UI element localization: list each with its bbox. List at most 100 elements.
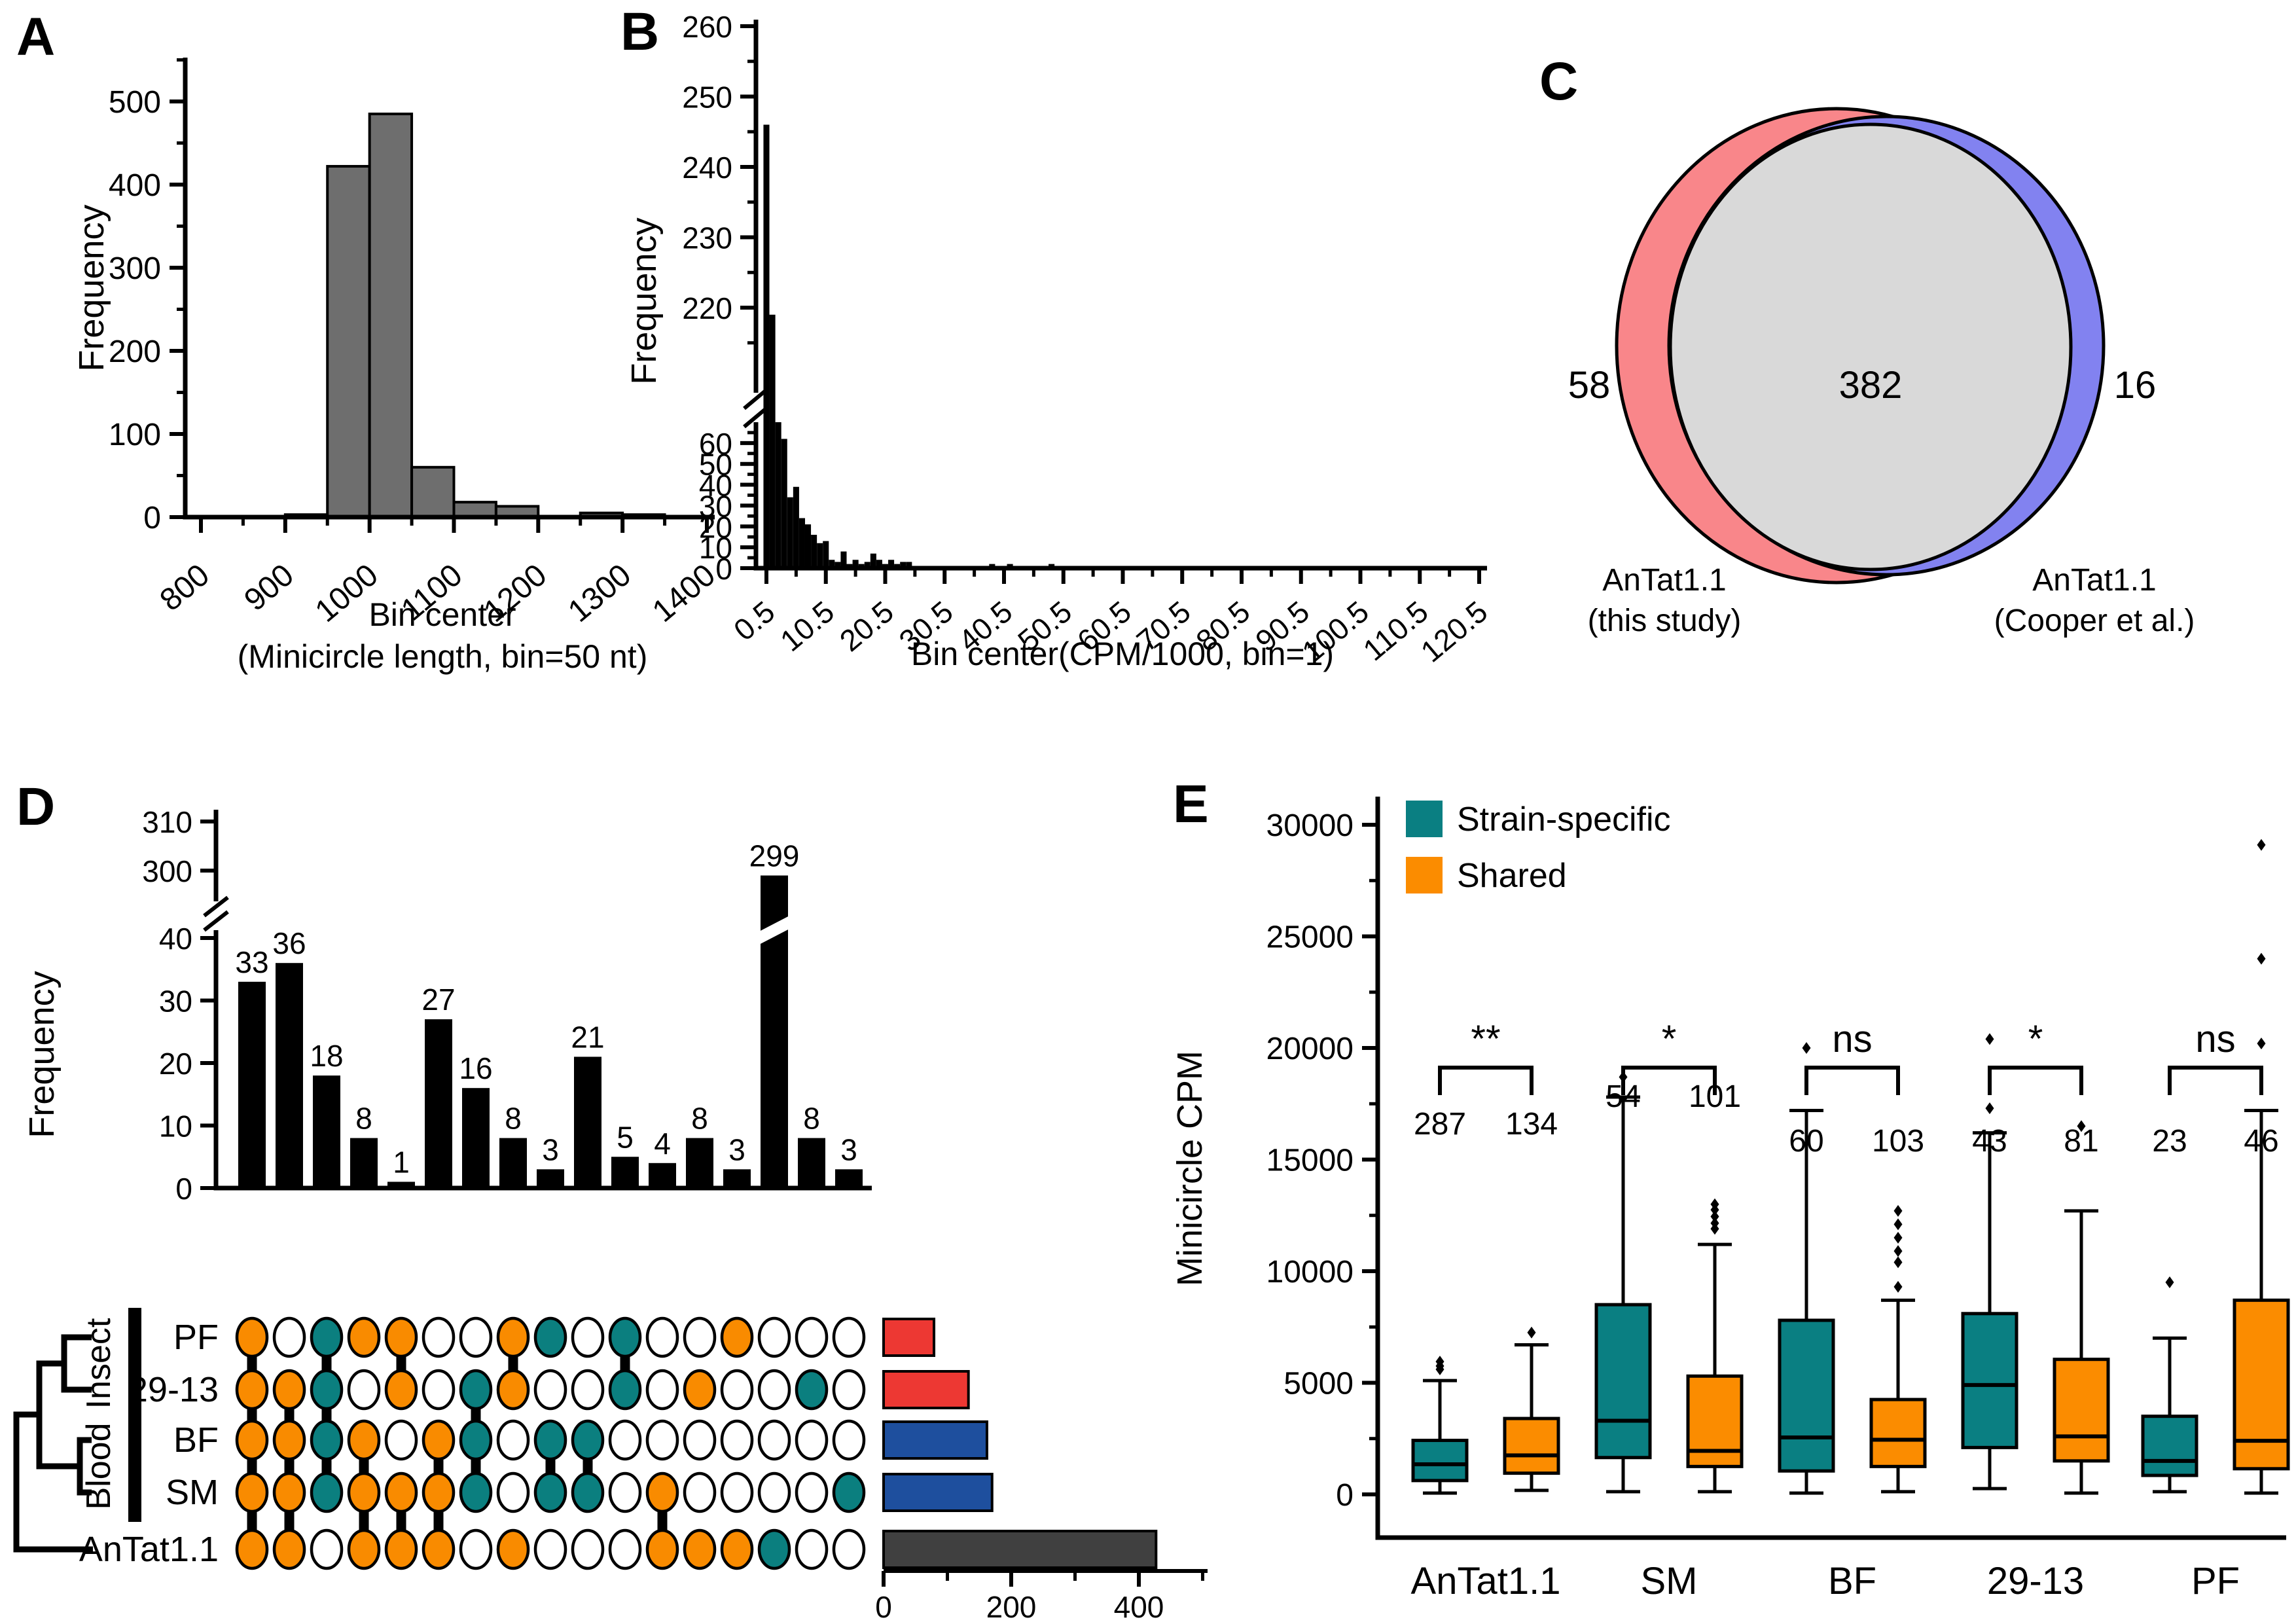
venn-right-label: AnTat1.1 xyxy=(2032,563,2156,598)
matrix-dot xyxy=(496,1528,530,1570)
x-axis-title: (Minicircle length, bin=50 nt) xyxy=(238,638,648,675)
histogram-bar xyxy=(906,562,912,568)
count-label-strain-specific: 23 xyxy=(2152,1124,2187,1159)
matrix-dot xyxy=(795,1471,829,1513)
y-tick-label: 5000 xyxy=(1283,1367,1354,1401)
matrix-dot xyxy=(720,1471,754,1513)
intersection-count-label: 36 xyxy=(272,926,306,960)
intersection-count-label: 21 xyxy=(571,1020,604,1054)
significance-bracket xyxy=(1804,1066,1900,1095)
matrix-dot xyxy=(571,1316,605,1358)
histogram-bar xyxy=(864,562,870,568)
histogram-bar xyxy=(804,524,812,568)
matrix-dot xyxy=(347,1316,381,1358)
histogram-bar xyxy=(840,551,847,568)
significance-label: ** xyxy=(1471,1018,1500,1060)
venn-right-label: (Cooper et al.) xyxy=(1994,604,2195,638)
count-label-shared: 134 xyxy=(1505,1107,1558,1142)
matrix-dot xyxy=(645,1419,679,1461)
matrix-dot xyxy=(720,1316,754,1358)
histogram-bar xyxy=(775,422,781,568)
count-label-strain-specific: 287 xyxy=(1414,1107,1466,1142)
panel-b-letter: B xyxy=(620,2,660,62)
significance-bracket xyxy=(2168,1066,2263,1095)
y-tick-label: 100 xyxy=(109,418,161,452)
histogram-bar xyxy=(763,124,770,568)
intersection-count-label: 3 xyxy=(840,1132,857,1166)
count-label-shared: 81 xyxy=(2064,1124,2098,1159)
panel-d-letter: D xyxy=(16,777,56,837)
matrix-dot xyxy=(310,1369,344,1411)
intersection-count-label: 3 xyxy=(542,1132,559,1166)
intersection-count-label: 299 xyxy=(749,839,800,873)
histogram-bar xyxy=(829,560,835,568)
histogram-bar xyxy=(793,486,799,568)
significance-label: ns xyxy=(2195,1018,2235,1060)
matrix-dot xyxy=(422,1316,456,1358)
matrix-dot xyxy=(272,1369,306,1411)
axis-break-slash xyxy=(743,405,769,429)
intersection-bar xyxy=(499,1138,527,1188)
matrix-dot xyxy=(757,1316,791,1358)
y-tick-label: 50 xyxy=(699,448,732,482)
outlier-diamond xyxy=(1985,1102,1994,1115)
x-tick-label: 800 xyxy=(154,558,216,618)
category-label: 29-13 xyxy=(1987,1560,2084,1602)
intersection-count-label: 8 xyxy=(355,1102,372,1136)
panel-e-boxplot: 0 5000 10000 15000 20000 25000 30000 Minicircle… xyxy=(1170,797,2290,1602)
y-tick-label: 0 xyxy=(143,501,161,535)
outlier-diamond xyxy=(1710,1198,1719,1210)
matrix-dot xyxy=(608,1316,642,1358)
panel-b-cpm-histogram: 22023024025026001020304050600.510.520.53… xyxy=(624,10,1494,672)
matrix-dot xyxy=(310,1528,344,1570)
outlier-diamond xyxy=(1710,1210,1719,1223)
set-label: 29-13 xyxy=(128,1370,219,1409)
matrix-dot xyxy=(832,1369,866,1411)
histogram-bar xyxy=(870,553,876,568)
intersection-count-label: 1 xyxy=(393,1145,410,1179)
matrix-dot xyxy=(608,1471,642,1513)
matrix-dot xyxy=(235,1471,269,1513)
y-tick-label: 400 xyxy=(109,168,161,203)
matrix-dot xyxy=(645,1369,679,1411)
outlier-diamond xyxy=(2257,839,2266,851)
y-tick-label: 220 xyxy=(682,291,732,325)
x-tick-label: 10.5 xyxy=(774,594,840,658)
category-label: AnTat1.1 xyxy=(1411,1560,1561,1602)
intersection-count-label: 5 xyxy=(617,1120,634,1154)
matrix-dot xyxy=(795,1369,829,1411)
count-label-shared: 103 xyxy=(1872,1124,1924,1159)
intersection-bar xyxy=(276,963,303,1188)
outlier-diamond xyxy=(1802,1042,1811,1054)
matrix-dot xyxy=(235,1316,269,1358)
intersection-bar xyxy=(387,1182,415,1188)
y-tick-label: 10000 xyxy=(1266,1255,1354,1290)
matrix-dot xyxy=(757,1369,791,1411)
set-label: BF xyxy=(173,1420,219,1460)
outlier-diamond xyxy=(1527,1326,1536,1339)
matrix-dot xyxy=(459,1419,493,1461)
matrix-dot xyxy=(608,1419,642,1461)
y-tick-label: 500 xyxy=(109,85,161,120)
matrix-dot xyxy=(235,1369,269,1411)
y-axis-title: Frequency xyxy=(72,204,111,371)
venn-left-label: AnTat1.1 xyxy=(1602,563,1726,598)
intersection-bar xyxy=(238,981,266,1188)
matrix-dot xyxy=(272,1471,306,1513)
matrix-dot xyxy=(496,1419,530,1461)
matrix-dot xyxy=(310,1471,344,1513)
category-label: BF xyxy=(1828,1560,1876,1602)
matrix-dot xyxy=(235,1419,269,1461)
intersection-count-label: 4 xyxy=(654,1127,671,1161)
matrix-dot xyxy=(683,1471,717,1513)
y-tick-label: 60 xyxy=(699,427,732,461)
intersection-bar xyxy=(686,1138,713,1188)
matrix-dot xyxy=(832,1316,866,1358)
significance-bracket xyxy=(1988,1066,2083,1095)
intersection-bar xyxy=(462,1088,490,1188)
intersection-bar xyxy=(835,1169,863,1188)
y-axis-title: Frequency xyxy=(22,971,62,1138)
histogram-bar xyxy=(769,314,776,568)
